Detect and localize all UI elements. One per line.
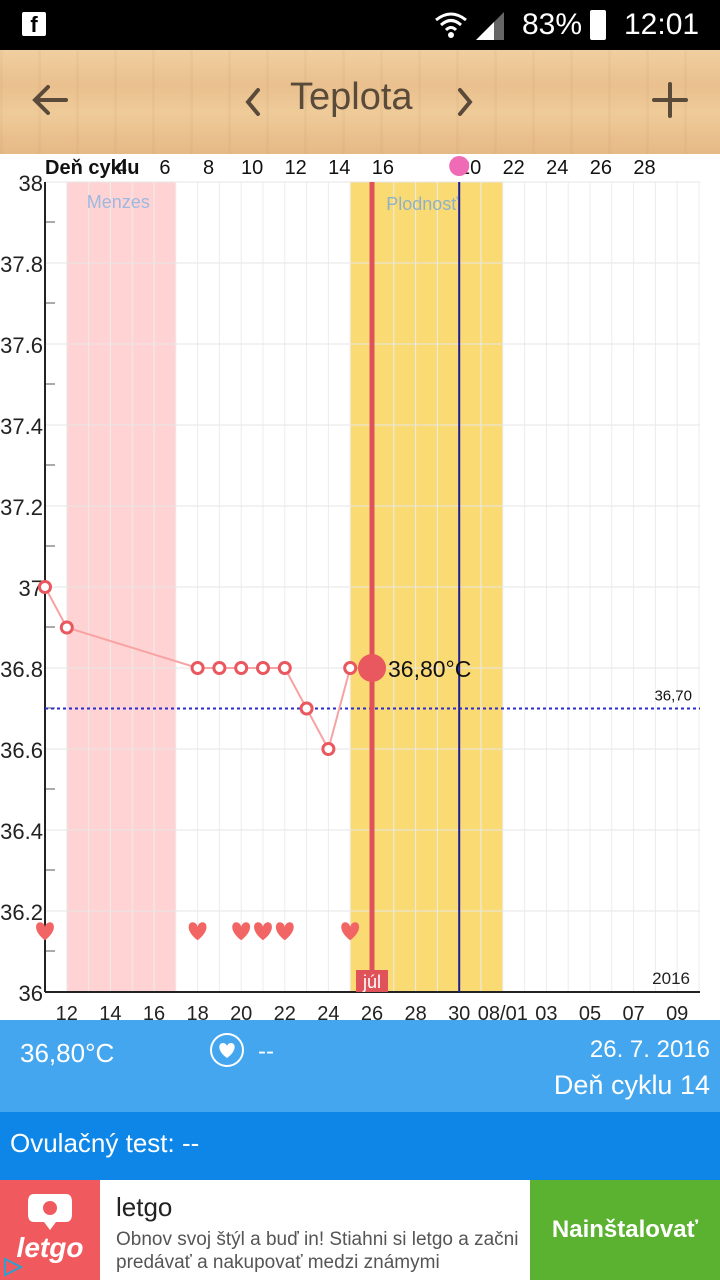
back-arrow-icon[interactable] [30, 80, 70, 120]
y-tick-label: 36 [19, 981, 43, 1006]
temperature-point [256, 661, 270, 675]
cycle-axis-label: Deň cyklu [45, 157, 139, 179]
letgo-logo: letgo [0, 1180, 100, 1280]
app-header: Teplota [0, 50, 720, 154]
intercourse-heart-icon [232, 922, 251, 941]
logo-text: letgo [16, 1232, 84, 1263]
intercourse-heart-icon [36, 922, 54, 941]
y-tick-label: 36.2 [0, 900, 43, 925]
signal-icon [476, 12, 504, 40]
temperature-point [343, 661, 358, 675]
y-tick-label: 37.4 [0, 414, 43, 439]
y-tick-label: 36.4 [0, 819, 43, 844]
menses-label: Menzes [87, 192, 150, 212]
x-tick-label: 16 [143, 1003, 165, 1020]
cycle-tick-label: 12 [285, 157, 307, 179]
cycle-tick-label: 6 [159, 157, 170, 179]
x-tick-label: 03 [535, 1003, 557, 1020]
y-tick-label: 37.8 [0, 252, 43, 277]
cycle-tick-label: 28 [633, 157, 655, 179]
battery-percent: 83% [522, 8, 583, 41]
heart-icon [219, 1043, 235, 1058]
clock: 12:01 [624, 8, 700, 41]
temperature-point [299, 701, 314, 716]
temperature-point [277, 661, 292, 675]
year-label: 2016 [652, 969, 690, 988]
x-tick-label: 30 [448, 1003, 470, 1020]
x-tick-label: 14 [99, 1003, 121, 1020]
intercourse-heart-icon [188, 922, 207, 941]
speech-bubble-icon [28, 1194, 72, 1230]
cycle-tick-label: 8 [203, 157, 214, 179]
add-icon[interactable] [650, 80, 690, 120]
month-badge [356, 970, 388, 992]
battery-icon [590, 10, 606, 40]
x-tick-label: 20 [230, 1003, 252, 1020]
intercourse-heart-icon [254, 922, 272, 941]
x-tick-label: 05 [579, 1003, 601, 1020]
temperature-point [59, 620, 74, 635]
selected-temperature: 36,80°C [20, 1038, 115, 1068]
ad-description: Obnov svoj štýl a buď in! Stiahni si let… [116, 1229, 519, 1273]
status-bar: f 83% 12:01 [0, 0, 720, 50]
x-tick-label: 22 [274, 1003, 296, 1020]
intercourse-heart-icon [275, 922, 294, 941]
x-tick-label: 26 [361, 1003, 383, 1020]
temperature-chart[interactable]: 3837.837.637.437.23736.836.636.436.236De… [0, 154, 720, 1020]
wifi-icon [435, 12, 467, 38]
ad-title: letgo [116, 1192, 173, 1222]
temperature-point [321, 742, 336, 756]
x-tick-label: 07 [622, 1003, 644, 1020]
x-tick-label: 18 [186, 1003, 208, 1020]
cycle-tick-label: 26 [590, 157, 612, 179]
cycle-tick-label: 14 [328, 157, 350, 179]
selected-point [358, 654, 386, 682]
x-tick-label: 28 [404, 1003, 426, 1020]
fertile-label: Plodnosť [386, 194, 458, 214]
cycle-tick-label: 10 [241, 157, 263, 179]
page-title: Teplota [290, 76, 413, 118]
coverline-label: 36,70 [654, 688, 692, 705]
facebook-notification-icon: f [22, 12, 46, 37]
temperature-point [38, 580, 52, 594]
cycle-tick-label: 4 [116, 157, 127, 179]
x-tick-label: 24 [317, 1003, 339, 1020]
ovulation-marker-icon [449, 156, 470, 176]
temperature-point [190, 661, 205, 675]
x-tick-label: 09 [666, 1003, 688, 1020]
y-tick-label: 38 [19, 171, 43, 196]
month-label: júl [362, 972, 381, 992]
selected-date: 26. 7. 2016 [589, 1036, 710, 1063]
cycle-tick-label: 22 [503, 157, 525, 179]
heart-value: -- [258, 1038, 274, 1065]
cycle-day: Deň cyklu 14 [553, 1070, 710, 1100]
install-button[interactable]: Nainštalovať [530, 1180, 720, 1280]
ad-choices-icon[interactable] [2, 1256, 24, 1278]
heart-button[interactable] [210, 1033, 244, 1067]
selected-point-label: 36,80°C [388, 656, 471, 682]
y-tick-label: 37.2 [0, 495, 43, 520]
next-chevron-icon[interactable] [452, 82, 478, 122]
temperature-point [212, 661, 227, 675]
ad-banner[interactable]: letgo letgo Obnov svoj štýl a buď in! St… [0, 1180, 720, 1280]
ovulation-test-row[interactable]: Ovulačný test: -- [0, 1112, 720, 1180]
cycle-tick-label: 16 [372, 157, 394, 179]
y-tick-label: 37.6 [0, 333, 43, 358]
x-tick-label: 12 [56, 1003, 78, 1020]
y-tick-label: 36.6 [0, 738, 43, 763]
day-info-panel: 36,80°C -- 26. 7. 2016 Deň cyklu 14 [0, 1020, 720, 1112]
intercourse-heart-icon [341, 922, 360, 941]
y-tick-label: 36.8 [0, 657, 43, 682]
x-tick-label: 08/01 [478, 1003, 528, 1020]
prev-chevron-icon[interactable] [240, 82, 266, 122]
ovulation-test-label: Ovulačný test: -- [10, 1128, 200, 1158]
cycle-tick-label: 24 [546, 157, 568, 179]
temperature-point [234, 661, 249, 675]
